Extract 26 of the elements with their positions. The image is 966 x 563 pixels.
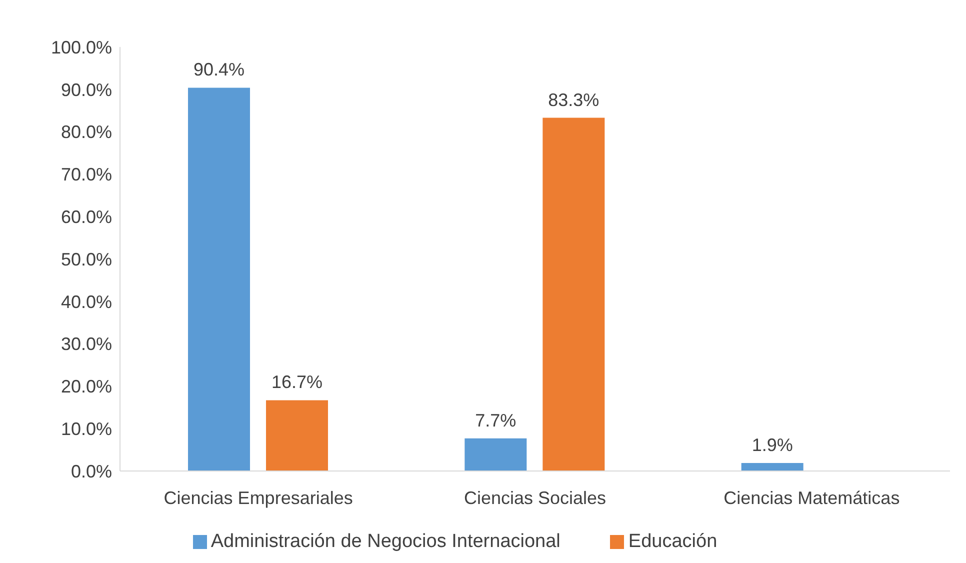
legend-label: Administración de Negocios Internacional	[210, 531, 560, 552]
y-tick-label: 40.0%	[60, 292, 112, 312]
bar	[188, 88, 250, 471]
y-tick-label: 70.0%	[60, 164, 112, 185]
x-tick-label: Ciencias Empresariales	[164, 488, 353, 508]
y-tick-label: 20.0%	[60, 376, 112, 397]
bar	[266, 400, 328, 471]
y-tick-label: 80.0%	[60, 122, 112, 142]
y-tick-label: 30.0%	[60, 334, 112, 354]
y-tick-label: 100.0%	[50, 37, 112, 58]
x-tick-label: Ciencias Sociales	[464, 488, 606, 508]
x-tick-label: Ciencias Matemáticas	[724, 488, 900, 508]
y-tick-label: 50.0%	[60, 249, 112, 270]
y-tick-label: 60.0%	[60, 206, 112, 227]
data-label: 90.4%	[193, 60, 245, 80]
bar	[464, 438, 527, 471]
data-label: 1.9%	[752, 434, 793, 455]
y-tick-label: 0.0%	[70, 461, 112, 482]
y-tick-label: 90.0%	[60, 80, 112, 100]
data-label: 7.7%	[475, 410, 516, 430]
bar	[741, 462, 804, 471]
data-label: 16.7%	[271, 372, 323, 392]
legend-label: Educación	[628, 531, 718, 552]
data-label: 83.3%	[548, 90, 600, 110]
y-tick-label: 10.0%	[60, 418, 112, 439]
bar	[542, 118, 605, 471]
